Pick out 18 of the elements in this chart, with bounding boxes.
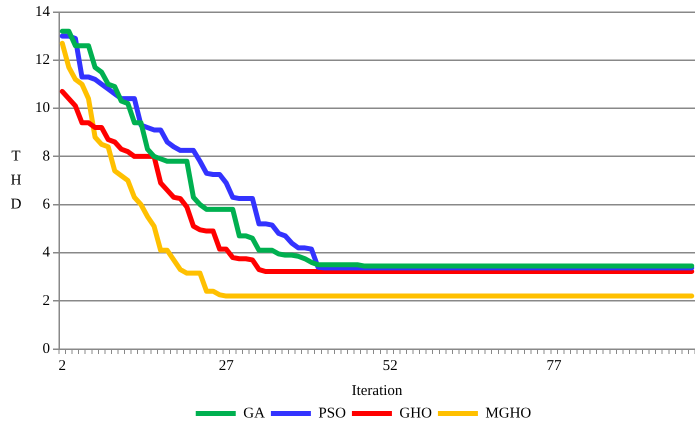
y-tick-label: 10	[35, 100, 50, 116]
y-tick-label: 4	[42, 244, 50, 261]
x-tick-label: 52	[382, 358, 398, 374]
legend-label: GA	[243, 405, 266, 422]
y-tick-label: 8	[42, 148, 50, 164]
x-tick-label: 2	[58, 358, 66, 374]
y-tick-label: 0	[42, 340, 50, 357]
y-axis-title: THD	[10, 148, 22, 212]
y-tick-label: 14	[35, 4, 50, 20]
x-axis-title: Iteration	[352, 382, 403, 399]
y-tick-label: 12	[35, 52, 50, 68]
legend-label: PSO	[318, 405, 346, 422]
x-tick-label: 27	[218, 358, 234, 374]
y-tick-label: 6	[42, 196, 50, 213]
x-tick-label: 77	[546, 358, 562, 374]
legend-label: GHO	[399, 405, 432, 422]
legend-label: MGHO	[485, 405, 532, 422]
y-tick-label: 2	[42, 292, 50, 309]
